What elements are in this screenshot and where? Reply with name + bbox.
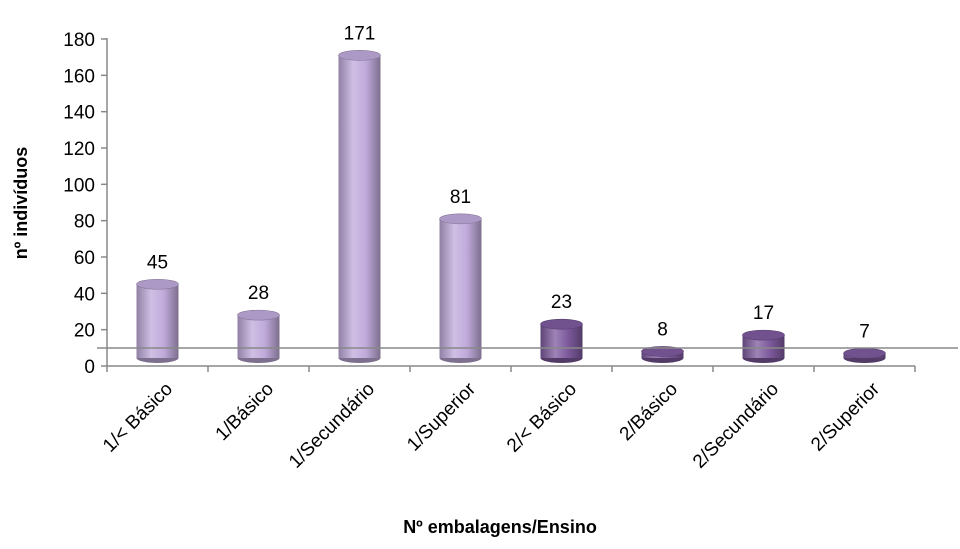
x-tick-label: 1/Básico (212, 379, 278, 445)
bar (742, 329, 785, 363)
y-tick-label: 80 (74, 212, 95, 233)
data-label: 17 (753, 303, 774, 324)
bar (237, 309, 280, 363)
y-tick-label: 60 (74, 248, 95, 269)
data-label: 45 (147, 252, 168, 273)
data-label: 8 (657, 319, 668, 340)
y-tick-label: 40 (74, 284, 95, 305)
bar (540, 318, 583, 363)
axes (101, 38, 916, 372)
data-label: 28 (248, 283, 269, 304)
x-tick-label: 2/Superior (807, 378, 884, 455)
y-tick-label: 20 (74, 321, 95, 342)
y-axis-title: nº indivíduos (11, 147, 31, 260)
bar (338, 50, 381, 363)
x-tick-label: 1/Superior (403, 378, 480, 455)
y-tick-label: 180 (63, 30, 95, 51)
x-tick-label: 1/Secundário (285, 379, 379, 473)
x-tick-label: 2/Secundário (689, 379, 783, 473)
bars (136, 50, 886, 363)
y-tick-label: 100 (63, 175, 95, 196)
bar (136, 278, 179, 363)
data-label: 171 (344, 23, 376, 44)
bar (641, 346, 684, 363)
bar (843, 347, 886, 363)
y-tick-label: 0 (84, 357, 95, 378)
x-tick-label: 2/Básico (616, 379, 682, 445)
data-label: 81 (450, 187, 471, 208)
x-tick-label: 1/< Básico (99, 379, 177, 457)
y-tick-label: 120 (63, 139, 95, 160)
x-axis-title: Nº embalagens/Ensino (403, 517, 597, 537)
y-tick-label: 140 (63, 103, 95, 124)
y-tick-label: 160 (63, 66, 95, 87)
x-tick-label: 2/< Básico (503, 379, 581, 457)
data-label: 7 (859, 321, 870, 342)
data-label: 23 (551, 292, 572, 313)
bar (439, 213, 482, 363)
